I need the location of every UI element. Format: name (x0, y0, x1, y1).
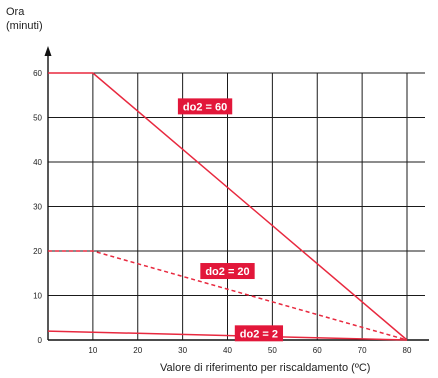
x-tick-label-60: 60 (313, 346, 322, 355)
y-axis-label-line1: Ora (6, 6, 25, 18)
series-line-1 (48, 72, 408, 341)
y-tick-label-40: 40 (33, 158, 42, 167)
x-axis-label: Valore di riferimento per riscaldamento … (160, 362, 371, 374)
series-label-3: do2 = 2 (240, 328, 278, 340)
y-tick-label-10: 10 (33, 292, 42, 301)
series-label-bg-1 (177, 98, 233, 115)
y-axis-label-line2: (minuti) (6, 20, 43, 32)
series-label-1: do2 = 60 (183, 101, 227, 113)
y-tick-label-50: 50 (33, 114, 42, 123)
x-tick-label-30: 30 (178, 346, 187, 355)
x-tick-label-10: 10 (88, 346, 97, 355)
series-line-2 (48, 250, 408, 341)
x-tick-label-50: 50 (268, 346, 277, 355)
y-tick-label-30: 30 (33, 203, 42, 212)
x-tick-label-40: 40 (223, 346, 232, 355)
y-tick-label-20: 20 (33, 247, 42, 256)
y-axis-arrow-icon (44, 46, 52, 56)
series-label-bg-3 (234, 325, 284, 342)
series-line-3 (47, 330, 408, 341)
series-label-2: do2 = 20 (205, 266, 249, 278)
y-tick-label-60: 60 (33, 69, 42, 78)
x-tick-label-20: 20 (133, 346, 142, 355)
x-tick-label-70: 70 (358, 346, 367, 355)
x-tick-label-80: 80 (403, 346, 412, 355)
series-label-bg-2 (200, 263, 255, 280)
y-tick-label-0: 0 (38, 336, 43, 345)
